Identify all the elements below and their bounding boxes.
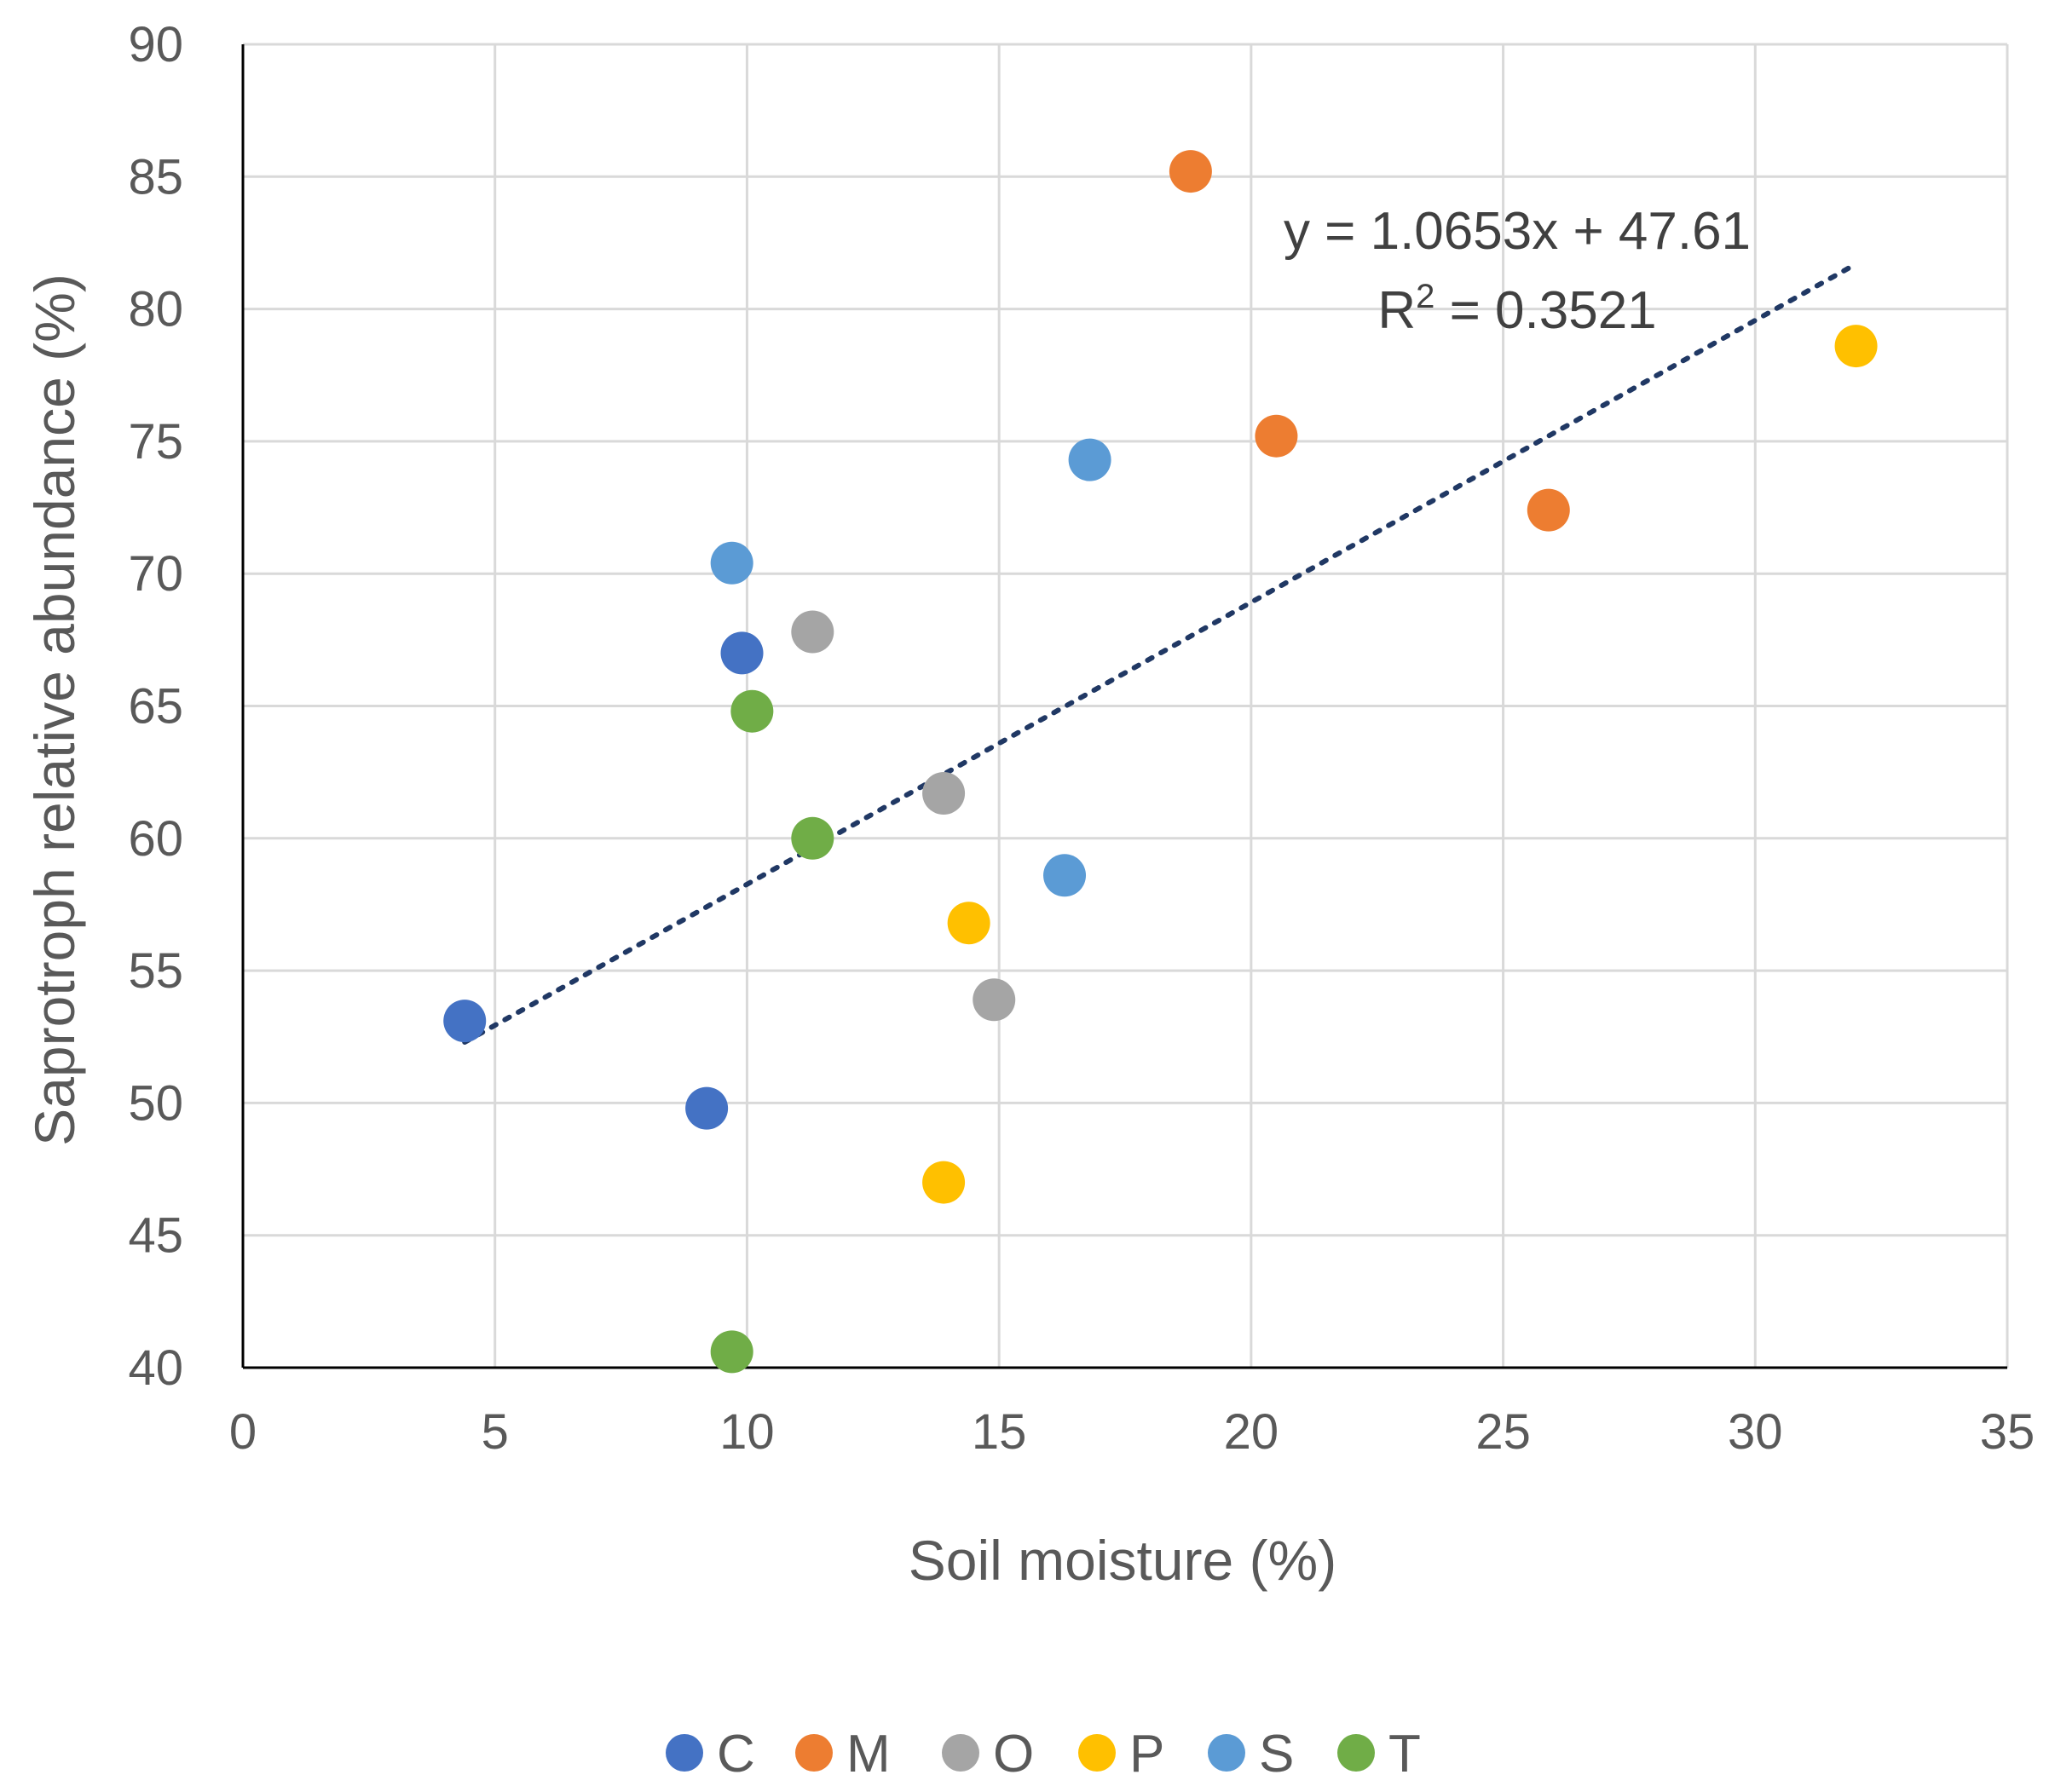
data-point-o bbox=[973, 978, 1016, 1022]
data-point-t bbox=[730, 689, 774, 733]
legend-label-c: C bbox=[717, 1725, 755, 1783]
data-point-p bbox=[1834, 325, 1878, 368]
y-tick-label: 45 bbox=[128, 1208, 183, 1264]
data-point-m bbox=[1255, 414, 1298, 458]
data-points bbox=[443, 150, 1878, 1374]
data-point-c bbox=[443, 1000, 487, 1043]
y-tick-label: 60 bbox=[128, 811, 183, 867]
data-point-s bbox=[710, 541, 753, 585]
y-tick-label: 85 bbox=[128, 149, 183, 205]
x-tick-label: 10 bbox=[719, 1404, 775, 1460]
y-tick-label: 50 bbox=[128, 1075, 183, 1131]
data-point-p bbox=[922, 1161, 966, 1204]
legend-label-t: T bbox=[1388, 1725, 1421, 1783]
data-point-s bbox=[1043, 854, 1087, 897]
data-point-p bbox=[947, 902, 990, 945]
trendline-r-squared: R2 = 0.3521 bbox=[1377, 278, 1656, 340]
trendline-equation: y = 1.0653x + 47.61 bbox=[1284, 202, 1751, 261]
tick-labels: 0 5 10 15 20 25 30 35 40 45 50 55 60 65 70 75 80 85 90 bbox=[128, 17, 2035, 1460]
y-tick-label: 70 bbox=[128, 546, 183, 602]
legend-label-p: P bbox=[1129, 1725, 1164, 1783]
legend-marker-m bbox=[795, 1734, 833, 1772]
gridlines bbox=[243, 43, 2009, 1368]
data-point-m bbox=[1527, 488, 1570, 532]
legend-marker-o bbox=[942, 1734, 979, 1772]
y-tick-label: 65 bbox=[128, 679, 183, 735]
axes bbox=[241, 44, 2007, 1369]
legend-marker-t bbox=[1337, 1734, 1375, 1772]
legend-marker-s bbox=[1208, 1734, 1245, 1772]
y-tick-label: 55 bbox=[128, 943, 183, 999]
y-tick-label: 40 bbox=[128, 1340, 183, 1396]
x-tick-label: 15 bbox=[972, 1404, 1027, 1460]
legend-label-s: S bbox=[1259, 1725, 1294, 1783]
data-point-t bbox=[791, 816, 834, 860]
x-axis-title: Soil moisture (%) bbox=[909, 1529, 1336, 1592]
y-axis-title: Saprotroph relative abundance (%) bbox=[23, 274, 86, 1146]
legend-label-o: O bbox=[993, 1725, 1034, 1783]
data-point-s bbox=[1068, 438, 1111, 481]
x-tick-label: 35 bbox=[1980, 1404, 2035, 1460]
data-point-o bbox=[791, 610, 834, 654]
x-tick-label: 30 bbox=[1728, 1404, 1783, 1460]
legend-marker-c bbox=[666, 1734, 703, 1772]
trendline-group bbox=[462, 261, 1859, 1046]
data-point-c bbox=[720, 631, 764, 675]
x-tick-label: 0 bbox=[229, 1404, 257, 1460]
x-tick-label: 25 bbox=[1475, 1404, 1531, 1460]
y-tick-label: 75 bbox=[128, 414, 183, 470]
x-tick-label: 5 bbox=[482, 1404, 509, 1460]
y-tick-label: 90 bbox=[128, 17, 183, 72]
x-tick-label: 20 bbox=[1224, 1404, 1279, 1460]
data-point-c bbox=[685, 1086, 729, 1130]
data-point-t bbox=[710, 1330, 753, 1374]
trendline bbox=[462, 261, 1859, 1046]
y-tick-label: 80 bbox=[128, 282, 183, 337]
legend-marker-p bbox=[1078, 1734, 1116, 1772]
data-point-m bbox=[1169, 150, 1212, 193]
legend-label-m: M bbox=[846, 1725, 891, 1783]
data-point-o bbox=[922, 771, 966, 815]
